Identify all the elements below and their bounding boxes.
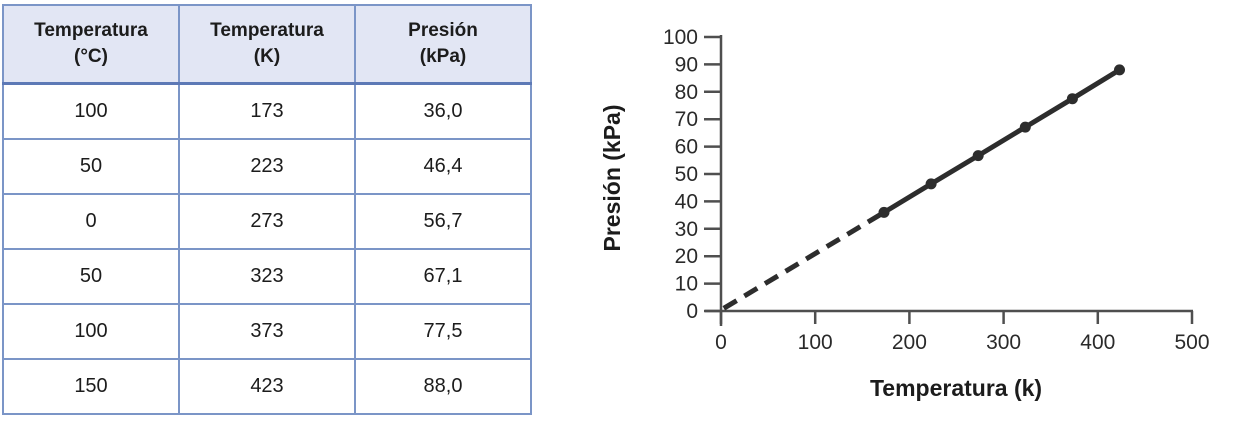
data-point-marker [972,150,984,162]
table-cell: 46,4 [354,138,532,195]
table-cell: 223 [178,138,356,195]
pressure-temperature-table: Temperatura (°C) Temperatura (K) Presión… [2,4,532,415]
table-row: 50 223 46,4 [2,138,532,195]
x-tick-label: 100 [798,331,833,354]
y-tick-label: 20 [675,245,698,268]
col-header-temperatura-c: Temperatura (°C) [2,4,180,85]
data-point-marker [1019,121,1031,133]
x-tick-label: 400 [1080,331,1115,354]
table-cell: 36,0 [354,82,532,140]
x-tick-label: 200 [892,331,927,354]
table-row: 50 323 67,1 [2,248,532,305]
data-point-marker [925,178,937,190]
x-tick-label: 300 [986,331,1021,354]
table-cell: 50 [2,248,180,305]
table-body: 100 173 36,0 50 223 46,4 0 273 56,7 50 323 67,1 100 3… [2,82,532,415]
y-tick-label: 100 [663,26,698,49]
table-row: 100 173 36,0 [2,82,532,140]
y-tick-label: 10 [675,273,698,296]
y-tick-label: 80 [675,81,698,104]
table-cell: 373 [178,303,356,360]
table-cell: 273 [178,193,356,250]
header-title: Presión [408,20,478,42]
table-header-row: Temperatura (°C) Temperatura (K) Presión… [2,4,532,85]
pressure-vs-temperature-chart: 0 10 20 30 40 50 60 70 80 90 100 0 100 200 300 400 500 Pr… [599,26,1210,401]
table-cell: 173 [178,82,356,140]
table-cell: 100 [2,82,180,140]
table-cell: 423 [178,358,356,415]
table-cell: 100 [2,303,180,360]
header-title: Temperatura [210,20,324,42]
table-cell: 77,5 [354,303,532,360]
header-unit: (kPa) [419,46,467,67]
y-tick-label: 30 [675,218,698,241]
data-point-marker [1066,93,1078,105]
y-tick-label: 40 [675,190,698,213]
header-title: Temperatura [34,20,148,42]
data-point-marker [1114,64,1125,76]
y-tick-label: 60 [675,136,698,159]
y-tick-label: 50 [675,163,698,186]
table-cell: 56,7 [354,193,532,250]
y-tick-label: 70 [675,108,698,131]
table-row: 100 373 77,5 [2,303,532,360]
series-line-datos-medidos [881,67,1122,215]
table-cell: 150 [2,358,180,415]
table-cell: 50 [2,138,180,195]
series-line-extrapolacion [722,210,886,311]
table-row: 0 273 56,7 [2,193,532,250]
y-tick-label: 0 [686,300,698,323]
x-tick-label: 0 [715,331,727,354]
table-cell: 88,0 [354,358,532,415]
x-axis-title: Temperatura (k) [870,375,1042,401]
header-unit: (°C) [74,46,108,67]
table-row: 150 423 88,0 [2,358,532,415]
header-unit: (K) [253,46,281,67]
col-header-temperatura-k: Temperatura (K) [178,4,356,85]
x-tick-label: 500 [1174,331,1209,354]
table-cell: 0 [2,193,180,250]
y-tick-label: 90 [675,53,698,76]
col-header-presion-kpa: Presión (kPa) [354,4,532,85]
y-axis-title: Presión (kPa) [599,105,625,252]
table-cell: 323 [178,248,356,305]
table-cell: 67,1 [354,248,532,305]
